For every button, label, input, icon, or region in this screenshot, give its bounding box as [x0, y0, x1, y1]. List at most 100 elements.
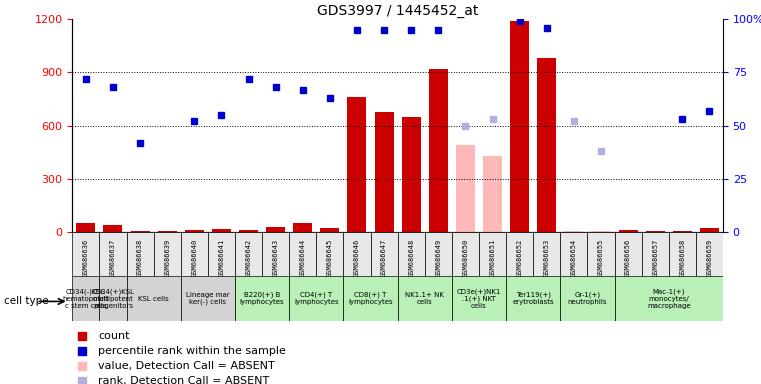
Bar	[320, 228, 339, 232]
Text: GSM686646: GSM686646	[354, 239, 360, 277]
Bar	[235, 276, 289, 321]
Bar	[100, 276, 126, 321]
Bar	[289, 232, 317, 276]
Bar	[343, 276, 397, 321]
Bar	[289, 276, 343, 321]
Text: GSM686652: GSM686652	[517, 239, 523, 277]
Text: CD34(-)KSL
hematopoieti
c stem cells: CD34(-)KSL hematopoieti c stem cells	[62, 288, 109, 309]
Text: CD4(+) T
lymphocytes: CD4(+) T lymphocytes	[294, 292, 339, 305]
Bar	[103, 225, 123, 232]
Text: GSM686643: GSM686643	[272, 239, 279, 277]
Text: GSM686637: GSM686637	[110, 239, 116, 277]
Bar	[239, 230, 258, 232]
Text: CD3e(+)NK1
.1(+) NKT
cells: CD3e(+)NK1 .1(+) NKT cells	[457, 288, 501, 309]
Bar	[645, 231, 664, 232]
Text: GSM686639: GSM686639	[164, 239, 170, 277]
Text: Gr-1(+)
neutrophils: Gr-1(+) neutrophils	[568, 292, 607, 305]
Bar	[154, 232, 181, 276]
Bar	[537, 58, 556, 232]
Text: GSM686648: GSM686648	[408, 239, 414, 277]
Text: B220(+) B
lymphocytes: B220(+) B lymphocytes	[240, 292, 285, 305]
Bar	[560, 276, 614, 321]
Text: value, Detection Call = ABSENT: value, Detection Call = ABSENT	[98, 361, 275, 371]
Text: GSM686658: GSM686658	[680, 239, 686, 277]
Text: Lineage mar
ker(-) cells: Lineage mar ker(-) cells	[186, 292, 230, 305]
Bar	[673, 231, 692, 232]
Bar	[208, 232, 235, 276]
Text: GSM686659: GSM686659	[706, 239, 712, 277]
Bar	[452, 276, 506, 321]
Text: CD8(+) T
lymphocytes: CD8(+) T lymphocytes	[349, 292, 393, 305]
Bar	[293, 223, 312, 232]
Title: GDS3997 / 1445452_at: GDS3997 / 1445452_at	[317, 4, 479, 18]
Text: GSM686656: GSM686656	[625, 239, 631, 277]
Bar	[696, 232, 723, 276]
Bar	[587, 232, 615, 276]
Bar	[72, 276, 100, 321]
Text: GSM686642: GSM686642	[246, 239, 252, 277]
Bar	[614, 232, 642, 276]
Text: percentile rank within the sample: percentile rank within the sample	[98, 346, 286, 356]
Bar	[76, 223, 95, 232]
Bar	[343, 232, 371, 276]
Bar	[266, 227, 285, 232]
Text: GSM686655: GSM686655	[598, 239, 604, 277]
Bar	[262, 232, 289, 276]
Bar	[126, 276, 181, 321]
Text: KSL cells: KSL cells	[139, 296, 169, 301]
Text: GSM686650: GSM686650	[463, 239, 469, 277]
Text: rank, Detection Call = ABSENT: rank, Detection Call = ABSENT	[98, 376, 269, 384]
Text: GSM686636: GSM686636	[83, 239, 89, 277]
Bar	[591, 231, 610, 232]
Bar	[348, 98, 367, 232]
Text: GSM686649: GSM686649	[435, 239, 441, 277]
Text: Ter119(+)
erytroblasts: Ter119(+) erytroblasts	[512, 292, 554, 305]
Text: GSM686653: GSM686653	[543, 239, 549, 277]
Bar	[181, 276, 235, 321]
Bar	[72, 232, 100, 276]
Text: GSM686651: GSM686651	[489, 239, 495, 277]
Bar	[126, 232, 154, 276]
Bar	[397, 276, 452, 321]
Text: GSM686647: GSM686647	[381, 239, 387, 277]
Bar	[428, 69, 447, 232]
Text: cell type: cell type	[4, 296, 49, 306]
Bar	[533, 232, 560, 276]
Bar	[235, 232, 262, 276]
Bar	[371, 232, 398, 276]
Bar	[479, 232, 506, 276]
Bar	[506, 232, 533, 276]
Bar	[560, 232, 587, 276]
Bar	[483, 156, 502, 232]
Text: GSM686645: GSM686645	[326, 239, 333, 277]
Text: CD34(+)KSL
multipotent
progenitors: CD34(+)KSL multipotent progenitors	[91, 288, 135, 309]
Bar	[614, 276, 723, 321]
Bar	[642, 232, 669, 276]
Text: NK1.1+ NK
cells: NK1.1+ NK cells	[406, 292, 444, 305]
Text: Mac-1(+)
monocytes/
macrophage: Mac-1(+) monocytes/ macrophage	[647, 288, 690, 309]
Text: GSM686657: GSM686657	[652, 239, 658, 277]
Text: GSM686638: GSM686638	[137, 239, 143, 277]
Bar	[619, 230, 638, 232]
Bar	[425, 232, 452, 276]
Bar	[374, 112, 393, 232]
Bar	[317, 232, 343, 276]
Bar	[700, 228, 719, 232]
Bar	[506, 276, 560, 321]
Text: GSM686644: GSM686644	[300, 239, 306, 277]
Text: GSM686654: GSM686654	[571, 239, 577, 277]
Bar	[397, 232, 425, 276]
Bar	[181, 232, 208, 276]
Text: GSM686640: GSM686640	[191, 239, 197, 277]
Bar	[212, 229, 231, 232]
Text: GSM686641: GSM686641	[218, 239, 224, 277]
Bar	[185, 230, 204, 232]
Bar	[669, 232, 696, 276]
Bar	[100, 232, 126, 276]
Text: count: count	[98, 331, 130, 341]
Bar	[452, 232, 479, 276]
Bar	[131, 231, 150, 232]
Bar	[456, 145, 475, 232]
Bar	[402, 117, 421, 232]
Bar	[510, 21, 529, 232]
